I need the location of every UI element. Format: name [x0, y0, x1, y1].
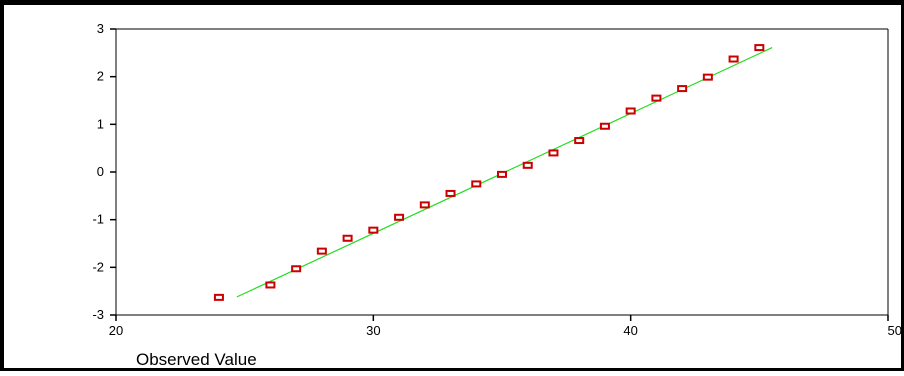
data-point [625, 107, 636, 115]
data-points [213, 44, 765, 301]
data-point [574, 137, 585, 145]
data-point [497, 170, 507, 178]
x-tick-label: 20 [109, 323, 123, 338]
data-point [754, 44, 765, 52]
data-point [265, 281, 276, 289]
data-point [213, 293, 224, 301]
data-point [291, 265, 302, 273]
qq-plot: 3 2 1 0 -1 -2 -3 20 30 40 50 Observed Value [92, 21, 902, 369]
x-tick-label: 40 [623, 323, 637, 338]
y-tick-label: 1 [97, 116, 104, 131]
x-tick-label: 30 [366, 323, 380, 338]
data-point [702, 73, 713, 81]
y-tick-label: -2 [92, 259, 104, 274]
data-point [394, 213, 405, 221]
data-point [419, 201, 430, 209]
data-point [728, 55, 739, 63]
x-axis-title: Observed Value [136, 350, 257, 369]
data-point [651, 94, 662, 102]
data-point [445, 189, 456, 197]
x-tick-label: 50 [888, 323, 902, 338]
data-point [316, 247, 327, 255]
data-point [368, 226, 379, 234]
data-point [522, 161, 533, 169]
y-tick-label: -3 [92, 307, 104, 322]
y-tick-label: 2 [97, 69, 104, 84]
data-point [677, 85, 688, 93]
data-point [342, 234, 353, 242]
y-tick-label: 0 [97, 164, 104, 179]
data-point [471, 180, 482, 188]
y-tick-label: 3 [97, 21, 104, 36]
y-tick-label: -1 [92, 212, 104, 227]
axes: 3 2 1 0 -1 -2 -3 20 30 40 50 [92, 21, 902, 338]
data-point [599, 122, 610, 130]
data-point [548, 149, 559, 157]
